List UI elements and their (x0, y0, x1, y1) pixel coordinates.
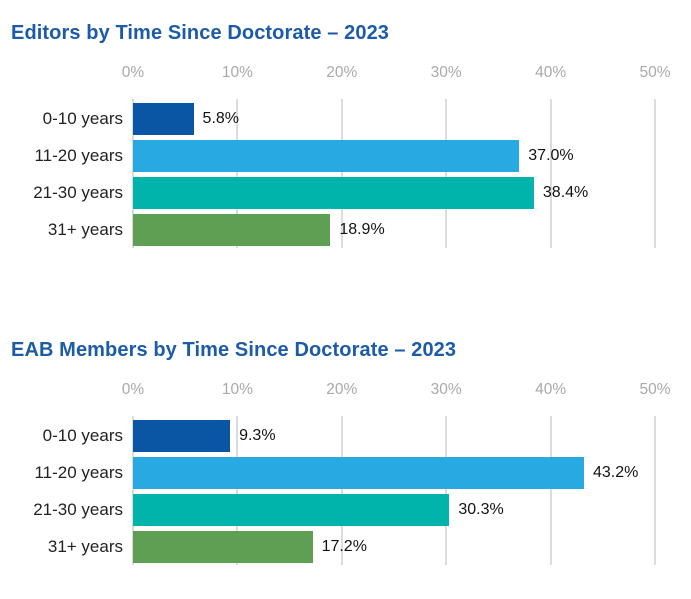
value-label: 5.8% (202, 110, 240, 127)
x-axis: 0% 10% 20% 30% 40% 50% (122, 62, 671, 86)
bar-row: 31+ years 17.2% (0, 531, 691, 563)
bar-row: 11-20 years 37.0% (0, 140, 691, 172)
x-axis-tick-label: 20% (326, 64, 358, 81)
bar (133, 457, 584, 489)
x-axis-tick-label: 50% (639, 64, 671, 81)
bar (133, 494, 450, 526)
bar (133, 103, 194, 135)
bar-row: 21-30 years 38.4% (0, 177, 691, 209)
bar-track: 38.4% (133, 177, 655, 209)
bar-track: 18.9% (133, 214, 655, 246)
category-label: 31+ years (47, 537, 123, 556)
x-axis-tick-label: 40% (535, 381, 567, 398)
value-label: 43.2% (593, 464, 639, 481)
bar-rows: 0-10 years 9.3% 11-20 years 43.2% 21-30 year… (0, 420, 691, 563)
bar-track: 9.3% (133, 420, 655, 452)
chart-plot-area: 0-10 years 9.3% 11-20 years 43.2% 21-30 year… (0, 416, 691, 565)
x-axis-tick-label: 10% (221, 64, 253, 81)
bar-row: 11-20 years 43.2% (0, 457, 691, 489)
value-label: 9.3% (239, 427, 276, 444)
category-label: 0-10 years (42, 426, 123, 445)
bar-row: 0-10 years 9.3% (0, 420, 691, 452)
eab-members-chart: EAB Members by Time Since Doctorate – 20… (0, 337, 691, 565)
x-axis-tick-label: 20% (326, 381, 358, 398)
bar (133, 177, 534, 209)
bar-track: 37.0% (133, 140, 655, 172)
category-label: 31+ years (47, 220, 123, 239)
bar-track: 5.8% (133, 103, 655, 135)
x-axis-tick-label: 0% (121, 381, 145, 398)
bar (133, 140, 520, 172)
category-label: 11-20 years (34, 146, 123, 165)
category-label: 11-20 years (34, 463, 123, 482)
x-axis-tick-label: 30% (430, 64, 462, 81)
x-axis-tick-label: 10% (221, 381, 253, 398)
bar (133, 420, 231, 452)
bar-row: 21-30 years 30.3% (0, 494, 691, 526)
category-label: 0-10 years (42, 109, 123, 128)
category-label: 21-30 years (33, 183, 123, 202)
x-axis-tick-label: 40% (535, 64, 567, 81)
chart-title: EAB Members by Time Since Doctorate – 20… (11, 339, 457, 361)
chart-plot-area: 0-10 years 5.8% 11-20 years 37.0% 21-30 year… (0, 99, 691, 248)
bar-track: 30.3% (133, 494, 655, 526)
value-label: 17.2% (321, 538, 367, 555)
value-label: 37.0% (528, 147, 574, 164)
category-label: 21-30 years (33, 500, 123, 519)
bar-row: 0-10 years 5.8% (0, 103, 691, 135)
x-axis-tick-label: 30% (430, 381, 462, 398)
bar-rows: 0-10 years 5.8% 11-20 years 37.0% 21-30 year… (0, 103, 691, 246)
value-label: 30.3% (458, 501, 504, 518)
bar (133, 531, 313, 563)
x-axis-tick-label: 0% (121, 64, 145, 81)
bar-track: 43.2% (133, 457, 655, 489)
x-axis-tick-label: 50% (639, 381, 671, 398)
bar-track: 17.2% (133, 531, 655, 563)
chart-title: Editors by Time Since Doctorate – 2023 (11, 22, 390, 44)
bar (133, 214, 331, 246)
value-label: 38.4% (542, 184, 589, 201)
bar-row: 31+ years 18.9% (0, 214, 691, 246)
editors-chart: Editors by Time Since Doctorate – 2023 0… (0, 20, 691, 248)
x-axis: 0% 10% 20% 30% 40% 50% (122, 379, 671, 403)
value-label: 18.9% (339, 221, 385, 238)
